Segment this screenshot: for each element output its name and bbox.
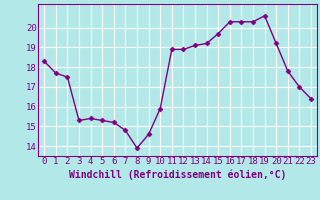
X-axis label: Windchill (Refroidissement éolien,°C): Windchill (Refroidissement éolien,°C) bbox=[69, 169, 286, 180]
